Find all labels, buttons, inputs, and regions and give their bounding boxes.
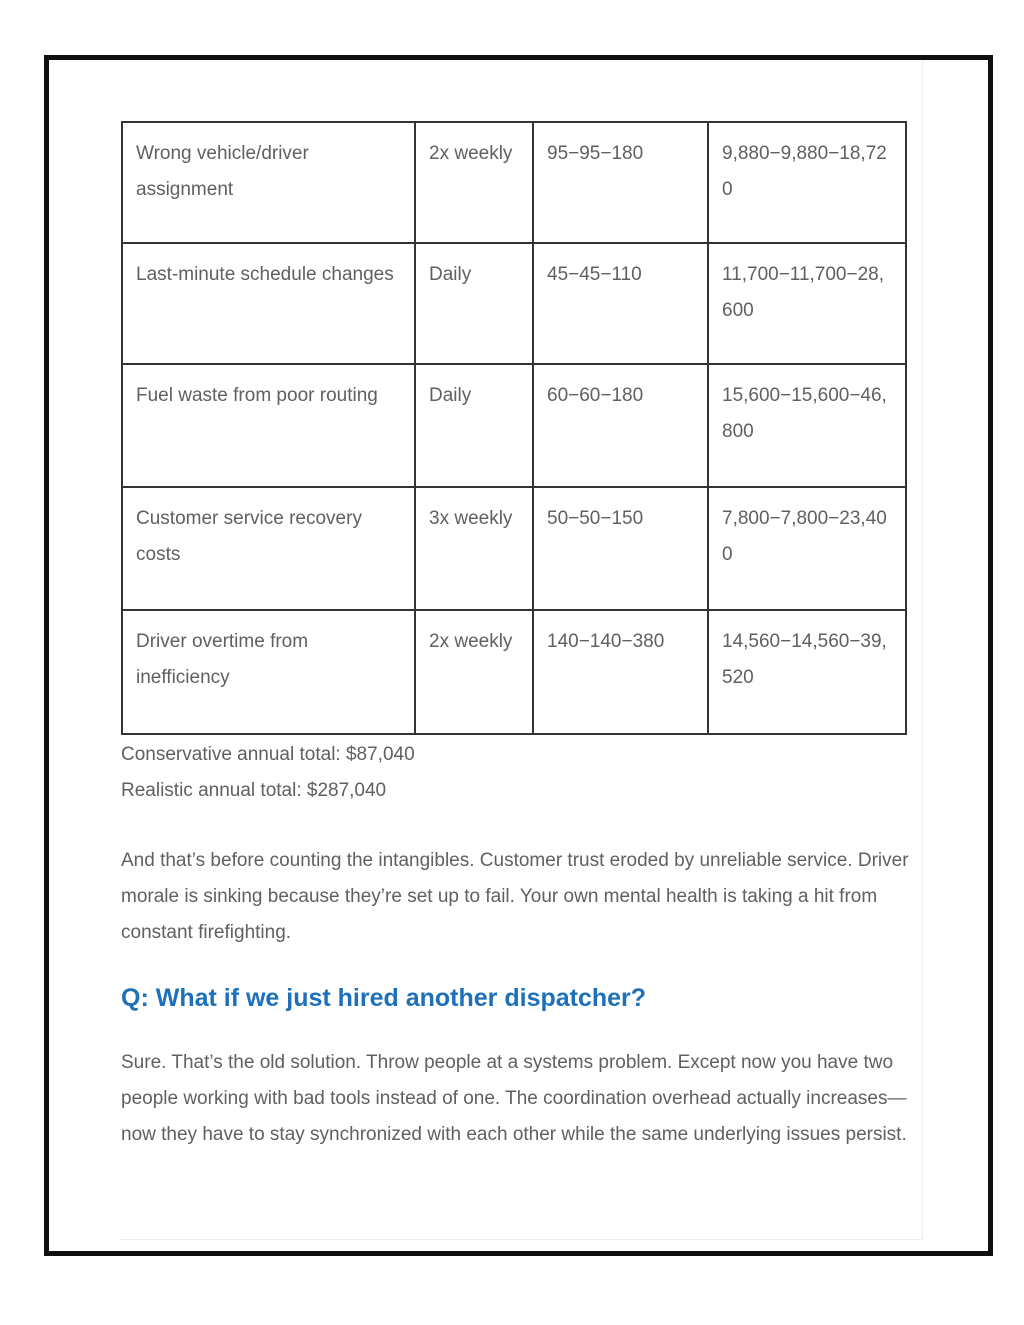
issue-cell: Fuel waste from poor routing bbox=[121, 363, 416, 488]
table-row: Last-minute schedule changes Daily 45−45… bbox=[121, 242, 907, 365]
answer-paragraph: Sure. That’s the old solution. Throw peo… bbox=[121, 1052, 907, 1145]
issue-cell: Last-minute schedule changes bbox=[121, 242, 416, 365]
frequency-cell: Daily bbox=[414, 363, 534, 488]
annual-range-cell: 7,800−7,800−23,400 bbox=[707, 486, 907, 611]
issue-cell: Driver overtime from inefficiency bbox=[121, 609, 416, 735]
document-content: Wrong vehicle/driver assignment 2x weekl… bbox=[121, 121, 909, 1153]
cost-range-cell: 95−95−180 bbox=[532, 121, 709, 244]
issue-cell: Customer service recovery costs bbox=[121, 486, 416, 611]
cost-range-cell: 50−50−150 bbox=[532, 486, 709, 611]
cost-range-cell: 140−140−380 bbox=[532, 609, 709, 735]
annual-range-cell: 15,600−15,600−46,800 bbox=[707, 363, 907, 488]
frequency-cell: 2x weekly bbox=[414, 609, 534, 735]
cost-table: Wrong vehicle/driver assignment 2x weekl… bbox=[121, 121, 907, 735]
question-heading: Q: What if we just hired another dispatc… bbox=[121, 984, 647, 1012]
page-frame: Wrong vehicle/driver assignment 2x weekl… bbox=[44, 55, 993, 1256]
table-row: Fuel waste from poor routing Daily 60−60… bbox=[121, 363, 907, 488]
frequency-cell: 3x weekly bbox=[414, 486, 534, 611]
realistic-total-line: Realistic annual total: $287,040 bbox=[121, 780, 387, 801]
table-row: Customer service recovery costs 3x weekl… bbox=[121, 486, 907, 611]
annual-totals: Conservative annual total: $87,040 Reali… bbox=[121, 737, 909, 809]
conservative-total-line: Conservative annual total: $87,040 bbox=[121, 744, 415, 765]
annual-range-cell: 14,560−14,560−39,520 bbox=[707, 609, 907, 735]
cost-range-cell: 45−45−110 bbox=[532, 242, 709, 365]
cost-range-cell: 60−60−180 bbox=[532, 363, 709, 488]
table-row: Driver overtime from inefficiency 2x wee… bbox=[121, 609, 907, 735]
frequency-cell: 2x weekly bbox=[414, 121, 534, 244]
annual-range-cell: 11,700−11,700−28,600 bbox=[707, 242, 907, 365]
content-card-divider bbox=[120, 60, 923, 1240]
intangibles-paragraph: And that’s before counting the intangibl… bbox=[121, 850, 909, 943]
table-row: Wrong vehicle/driver assignment 2x weekl… bbox=[121, 121, 907, 244]
frequency-cell: Daily bbox=[414, 242, 534, 365]
issue-cell: Wrong vehicle/driver assignment bbox=[121, 121, 416, 244]
annual-range-cell: 9,880−9,880−18,720 bbox=[707, 121, 907, 244]
